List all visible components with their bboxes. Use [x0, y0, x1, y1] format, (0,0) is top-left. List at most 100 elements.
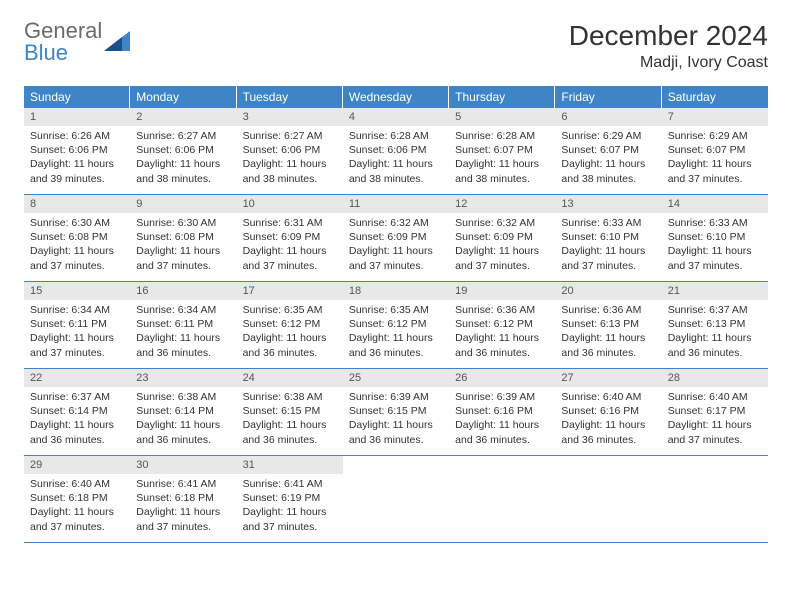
calendar-day: 16Sunrise: 6:34 AMSunset: 6:11 PMDayligh… — [130, 282, 236, 368]
calendar-day: 31Sunrise: 6:41 AMSunset: 6:19 PMDayligh… — [237, 456, 343, 542]
sunrise-text: Sunrise: 6:33 AM — [668, 216, 762, 230]
day-number: 17 — [237, 282, 343, 300]
calendar-week: 8Sunrise: 6:30 AMSunset: 6:08 PMDaylight… — [24, 195, 768, 282]
sunset-text: Sunset: 6:06 PM — [349, 143, 443, 157]
daylight-text: Daylight: 11 hours and 37 minutes. — [243, 505, 337, 533]
calendar-day: 18Sunrise: 6:35 AMSunset: 6:12 PMDayligh… — [343, 282, 449, 368]
day-content: Sunrise: 6:29 AMSunset: 6:07 PMDaylight:… — [555, 126, 661, 192]
calendar: SundayMondayTuesdayWednesdayThursdayFrid… — [24, 86, 768, 543]
day-number: 18 — [343, 282, 449, 300]
day-content: Sunrise: 6:39 AMSunset: 6:16 PMDaylight:… — [449, 387, 555, 453]
day-content: Sunrise: 6:37 AMSunset: 6:13 PMDaylight:… — [662, 300, 768, 366]
sunset-text: Sunset: 6:09 PM — [243, 230, 337, 244]
day-number: 8 — [24, 195, 130, 213]
sunrise-text: Sunrise: 6:26 AM — [30, 129, 124, 143]
day-content: Sunrise: 6:36 AMSunset: 6:13 PMDaylight:… — [555, 300, 661, 366]
calendar-day: 13Sunrise: 6:33 AMSunset: 6:10 PMDayligh… — [555, 195, 661, 281]
calendar-day: 3Sunrise: 6:27 AMSunset: 6:06 PMDaylight… — [237, 108, 343, 194]
calendar-day: 5Sunrise: 6:28 AMSunset: 6:07 PMDaylight… — [449, 108, 555, 194]
daylight-text: Daylight: 11 hours and 36 minutes. — [349, 418, 443, 446]
day-content: Sunrise: 6:41 AMSunset: 6:19 PMDaylight:… — [237, 474, 343, 540]
sunset-text: Sunset: 6:16 PM — [455, 404, 549, 418]
sunset-text: Sunset: 6:12 PM — [455, 317, 549, 331]
header: General Blue December 2024 Madji, Ivory … — [24, 20, 768, 72]
sunrise-text: Sunrise: 6:30 AM — [30, 216, 124, 230]
daylight-text: Daylight: 11 hours and 36 minutes. — [136, 331, 230, 359]
sunrise-text: Sunrise: 6:27 AM — [136, 129, 230, 143]
sunrise-text: Sunrise: 6:41 AM — [136, 477, 230, 491]
sunset-text: Sunset: 6:18 PM — [30, 491, 124, 505]
daylight-text: Daylight: 11 hours and 37 minutes. — [30, 244, 124, 272]
sunset-text: Sunset: 6:09 PM — [349, 230, 443, 244]
day-content: Sunrise: 6:27 AMSunset: 6:06 PMDaylight:… — [237, 126, 343, 192]
day-number: 19 — [449, 282, 555, 300]
day-content: Sunrise: 6:27 AMSunset: 6:06 PMDaylight:… — [130, 126, 236, 192]
daylight-text: Daylight: 11 hours and 37 minutes. — [136, 505, 230, 533]
day-number: 23 — [130, 369, 236, 387]
dow-header: Friday — [555, 86, 661, 108]
calendar-day: 24Sunrise: 6:38 AMSunset: 6:15 PMDayligh… — [237, 369, 343, 455]
sunrise-text: Sunrise: 6:35 AM — [349, 303, 443, 317]
sunset-text: Sunset: 6:10 PM — [561, 230, 655, 244]
day-number: 31 — [237, 456, 343, 474]
calendar-day: 17Sunrise: 6:35 AMSunset: 6:12 PMDayligh… — [237, 282, 343, 368]
daylight-text: Daylight: 11 hours and 38 minutes. — [561, 157, 655, 185]
day-number: 24 — [237, 369, 343, 387]
sunrise-text: Sunrise: 6:37 AM — [668, 303, 762, 317]
sunrise-text: Sunrise: 6:28 AM — [349, 129, 443, 143]
dow-row: SundayMondayTuesdayWednesdayThursdayFrid… — [24, 86, 768, 108]
sunset-text: Sunset: 6:17 PM — [668, 404, 762, 418]
calendar-day: 2Sunrise: 6:27 AMSunset: 6:06 PMDaylight… — [130, 108, 236, 194]
calendar-day: 6Sunrise: 6:29 AMSunset: 6:07 PMDaylight… — [555, 108, 661, 194]
daylight-text: Daylight: 11 hours and 36 minutes. — [455, 418, 549, 446]
sunrise-text: Sunrise: 6:28 AM — [455, 129, 549, 143]
calendar-day: 26Sunrise: 6:39 AMSunset: 6:16 PMDayligh… — [449, 369, 555, 455]
sunrise-text: Sunrise: 6:36 AM — [455, 303, 549, 317]
sunrise-text: Sunrise: 6:35 AM — [243, 303, 337, 317]
sunset-text: Sunset: 6:07 PM — [455, 143, 549, 157]
day-number: 15 — [24, 282, 130, 300]
month-title: December 2024 — [569, 20, 768, 52]
sunset-text: Sunset: 6:07 PM — [668, 143, 762, 157]
sunset-text: Sunset: 6:16 PM — [561, 404, 655, 418]
calendar-day: 11Sunrise: 6:32 AMSunset: 6:09 PMDayligh… — [343, 195, 449, 281]
day-content: Sunrise: 6:29 AMSunset: 6:07 PMDaylight:… — [662, 126, 768, 192]
calendar-day: 20Sunrise: 6:36 AMSunset: 6:13 PMDayligh… — [555, 282, 661, 368]
daylight-text: Daylight: 11 hours and 36 minutes. — [561, 331, 655, 359]
sunrise-text: Sunrise: 6:39 AM — [349, 390, 443, 404]
day-content: Sunrise: 6:30 AMSunset: 6:08 PMDaylight:… — [130, 213, 236, 279]
day-content: Sunrise: 6:28 AMSunset: 6:07 PMDaylight:… — [449, 126, 555, 192]
sunrise-text: Sunrise: 6:38 AM — [136, 390, 230, 404]
daylight-text: Daylight: 11 hours and 36 minutes. — [30, 418, 124, 446]
daylight-text: Daylight: 11 hours and 36 minutes. — [243, 418, 337, 446]
calendar-day — [449, 456, 555, 542]
sunset-text: Sunset: 6:08 PM — [136, 230, 230, 244]
dow-header: Wednesday — [343, 86, 449, 108]
sunset-text: Sunset: 6:15 PM — [349, 404, 443, 418]
day-number: 20 — [555, 282, 661, 300]
sunrise-text: Sunrise: 6:37 AM — [30, 390, 124, 404]
sunrise-text: Sunrise: 6:27 AM — [243, 129, 337, 143]
day-number: 5 — [449, 108, 555, 126]
day-number: 10 — [237, 195, 343, 213]
sunset-text: Sunset: 6:07 PM — [561, 143, 655, 157]
calendar-day: 15Sunrise: 6:34 AMSunset: 6:11 PMDayligh… — [24, 282, 130, 368]
dow-header: Saturday — [662, 86, 768, 108]
sunset-text: Sunset: 6:14 PM — [136, 404, 230, 418]
sunrise-text: Sunrise: 6:36 AM — [561, 303, 655, 317]
calendar-day — [662, 456, 768, 542]
sunrise-text: Sunrise: 6:33 AM — [561, 216, 655, 230]
calendar-day: 19Sunrise: 6:36 AMSunset: 6:12 PMDayligh… — [449, 282, 555, 368]
day-content: Sunrise: 6:28 AMSunset: 6:06 PMDaylight:… — [343, 126, 449, 192]
sunset-text: Sunset: 6:09 PM — [455, 230, 549, 244]
day-number: 2 — [130, 108, 236, 126]
sunset-text: Sunset: 6:06 PM — [243, 143, 337, 157]
sunrise-text: Sunrise: 6:32 AM — [349, 216, 443, 230]
sunset-text: Sunset: 6:08 PM — [30, 230, 124, 244]
day-content: Sunrise: 6:36 AMSunset: 6:12 PMDaylight:… — [449, 300, 555, 366]
sunset-text: Sunset: 6:12 PM — [243, 317, 337, 331]
calendar-day: 22Sunrise: 6:37 AMSunset: 6:14 PMDayligh… — [24, 369, 130, 455]
day-content: Sunrise: 6:30 AMSunset: 6:08 PMDaylight:… — [24, 213, 130, 279]
calendar-day: 7Sunrise: 6:29 AMSunset: 6:07 PMDaylight… — [662, 108, 768, 194]
daylight-text: Daylight: 11 hours and 37 minutes. — [668, 418, 762, 446]
